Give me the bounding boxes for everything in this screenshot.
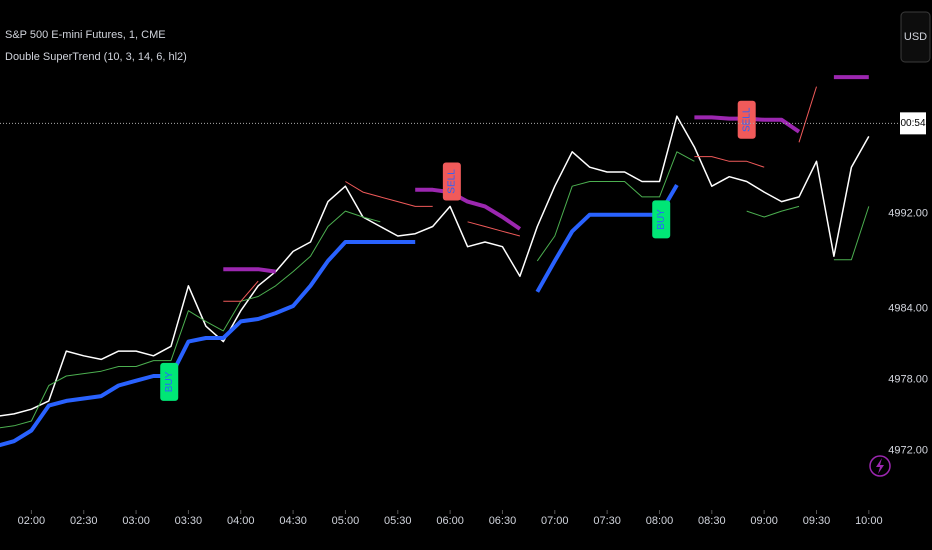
indicator-title: Double SuperTrend (10, 3, 14, 6, hl2) [5, 51, 187, 63]
signal-label: BUY [656, 209, 667, 230]
y-tick-label: 4992.00 [888, 207, 928, 219]
x-tick-label: 06:30 [489, 515, 517, 527]
series-line [223, 75, 869, 274]
x-tick-label: 05:00 [332, 515, 360, 527]
x-tick-label: 09:30 [803, 515, 831, 527]
x-tick-label: 08:00 [646, 515, 674, 527]
series-line [0, 115, 870, 417]
series-line [0, 151, 870, 429]
x-tick-label: 05:30 [384, 515, 412, 527]
x-tick-label: 07:30 [593, 515, 621, 527]
alert-icon[interactable] [869, 455, 891, 477]
x-tick-label: 02:00 [18, 515, 46, 527]
y-tick-label: 4978.00 [888, 373, 928, 385]
x-tick-label: 02:30 [70, 515, 98, 527]
alert-bolt [876, 458, 884, 474]
symbol-title: S&P 500 E-mini Futures, 1, CME [5, 29, 166, 41]
x-tick-label: 04:00 [227, 515, 255, 527]
plot-area: BUY SELL BUY SELL [0, 75, 870, 446]
x-tick-label: 08:30 [698, 515, 726, 527]
signal-box [652, 200, 671, 239]
countdown-box [900, 112, 926, 135]
series-line [223, 86, 817, 302]
x-tick-label: 06:00 [436, 515, 464, 527]
x-tick-label: 10:00 [855, 515, 883, 527]
x-tick-label: 09:00 [750, 515, 778, 527]
x-tick-label: 07:00 [541, 515, 569, 527]
y-tick-label: 4984.00 [888, 302, 928, 314]
signal-box [442, 162, 461, 201]
x-tick-label: 03:00 [122, 515, 150, 527]
signal-label: SELL [447, 169, 458, 194]
x-tick-label: 03:30 [175, 515, 203, 527]
x-tick-label: 04:30 [279, 515, 307, 527]
signal-box [737, 100, 756, 139]
signal-box [160, 362, 179, 401]
currency-label[interactable]: USD [904, 31, 927, 43]
signal-label: BUY [164, 371, 175, 392]
y-tick-label: 4972.00 [888, 445, 928, 457]
countdown-label: 00:54 [900, 118, 925, 129]
currency-button[interactable] [900, 11, 931, 63]
signal-label: SELL [741, 107, 752, 132]
